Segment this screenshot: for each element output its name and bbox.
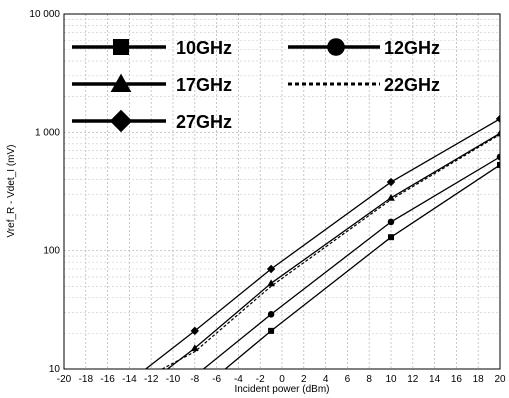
y-tick-label: 10 [49, 364, 61, 375]
circle-marker [496, 153, 500, 161]
square-marker [497, 161, 500, 168]
plot-frame [63, 13, 501, 370]
x-tick-label: 20 [494, 374, 506, 385]
series-22GHz [161, 133, 500, 369]
legend-label: 27GHz [176, 112, 232, 132]
series-27GHz [145, 114, 500, 369]
diamond-marker [495, 114, 500, 124]
x-tick-label: -14 [122, 374, 137, 385]
square-marker [388, 234, 394, 241]
legend-label: 22GHz [384, 75, 440, 95]
legend-label: 10GHz [176, 38, 232, 58]
diamond-marker [266, 264, 276, 274]
x-tick-label: 10 [385, 374, 397, 385]
legend-label: 12GHz [384, 38, 440, 58]
legend: 10GHz 12GHz 17GHz 22GHz 27GHz [72, 38, 440, 133]
legend-item-27GHz: 27GHz [72, 109, 232, 133]
legend-item-17GHz: 17GHz [72, 73, 232, 95]
series-layer [145, 114, 500, 369]
series-12GHz [203, 153, 500, 369]
x-tick-label: -6 [212, 374, 221, 385]
y-tick-labels: 10 100 1 000 10 000 [29, 9, 60, 375]
x-tick-label: -2 [256, 374, 265, 385]
x-tick-label: -10 [166, 374, 181, 385]
legend-label: 17GHz [176, 75, 232, 95]
x-tick-label: 6 [345, 374, 351, 385]
legend-item-12GHz: 12GHz [288, 38, 440, 58]
legend-item-22GHz: 22GHz [288, 75, 440, 95]
y-axis-label: Vref_R - Vdet_I (mV) [6, 145, 17, 238]
legend-item-10GHz: 10GHz [72, 38, 232, 58]
diamond-marker [109, 109, 133, 133]
series-10GHz [224, 161, 500, 369]
x-tick-label: -12 [144, 374, 159, 385]
x-tick-label: -20 [57, 374, 72, 385]
circle-marker [387, 218, 395, 226]
grid [64, 14, 500, 370]
x-tick-label: -18 [79, 374, 94, 385]
series-line [224, 164, 500, 369]
y-tick-label: 1 000 [35, 127, 60, 138]
triangle-marker [110, 73, 132, 92]
square-marker [113, 39, 129, 55]
x-tick-label: 8 [366, 374, 372, 385]
circle-marker [327, 38, 345, 56]
x-tick-label: -4 [234, 374, 243, 385]
x-tick-labels: -20 -18 -16 -14 -12 -10 -8 -6 -4 -2 0 2 4 6 8 10 12 14 16 1… [57, 374, 506, 385]
circle-marker [267, 310, 275, 318]
y-tick-label: 100 [43, 246, 60, 257]
diamond-marker [386, 177, 396, 187]
series-line [203, 156, 500, 369]
x-tick-label: -8 [190, 374, 199, 385]
x-tick-label: 0 [279, 374, 285, 385]
x-tick-label: 18 [473, 374, 485, 385]
x-tick-label: 2 [301, 374, 307, 385]
square-marker [268, 327, 275, 334]
triangle-marker [190, 344, 199, 352]
x-tick-label: -16 [100, 374, 115, 385]
x-tick-label: 16 [451, 374, 463, 385]
x-axis-label: Incident power (dBm) [234, 384, 329, 395]
x-tick-label: 14 [429, 374, 441, 385]
x-tick-label: 4 [323, 374, 329, 385]
y-tick-label: 10 000 [29, 9, 60, 20]
diamond-marker [190, 326, 199, 336]
x-tick-label: 12 [407, 374, 419, 385]
series-line [161, 133, 500, 369]
